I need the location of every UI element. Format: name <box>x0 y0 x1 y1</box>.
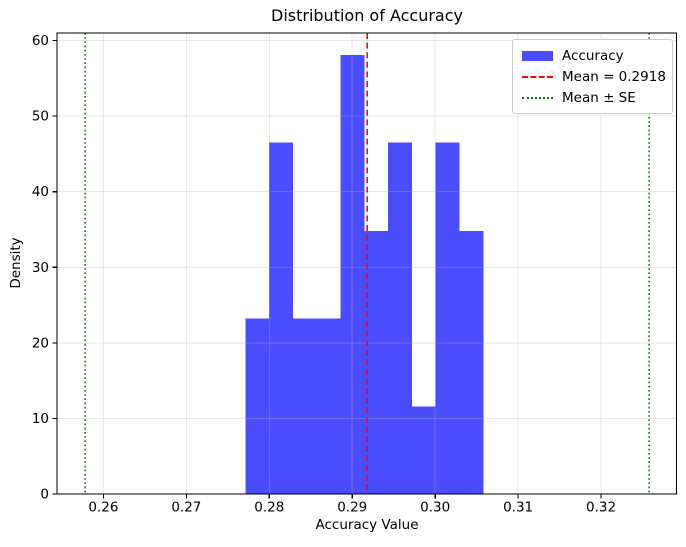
y-tick-label: 20 <box>32 335 49 351</box>
histogram-bar <box>364 231 389 494</box>
legend-item-se: Mean ± SE <box>522 89 663 106</box>
histogram-bar <box>340 54 365 495</box>
legend-box: Accuracy Mean = 0.2918 Mean ± SE <box>512 39 673 114</box>
histogram-bar <box>269 142 293 494</box>
chart-title: Distribution of Accuracy <box>271 6 463 25</box>
y-tick-label: 0 <box>40 487 49 503</box>
legend-label: Mean ± SE <box>562 89 636 106</box>
legend-label: Accuracy <box>562 47 624 64</box>
histogram-bar <box>411 406 436 494</box>
histogram-bar <box>435 142 460 494</box>
histogram-bar <box>245 318 270 494</box>
y-tick-label: 40 <box>32 184 49 200</box>
y-tick-label: 10 <box>32 411 49 427</box>
y-tick-label: 30 <box>32 260 49 276</box>
dashed-line-icon <box>522 75 553 78</box>
histogram-bar <box>292 318 317 494</box>
y-axis-label: Density <box>8 237 24 289</box>
legend-item-accuracy: Accuracy <box>522 47 663 64</box>
plot-border <box>56 32 678 495</box>
y-tick-label: 60 <box>32 33 49 49</box>
x-tick-label: 0.26 <box>88 500 118 516</box>
legend-item-mean: Mean = 0.2918 <box>522 68 666 85</box>
histogram-bar <box>316 318 341 494</box>
legend-label: Mean = 0.2918 <box>562 68 666 85</box>
accuracy-swatch-icon <box>522 50 553 61</box>
x-tick-label: 0.32 <box>586 500 616 516</box>
y-tick-label: 50 <box>32 109 49 125</box>
x-axis-label: Accuracy Value <box>315 517 419 533</box>
x-tick-label: 0.27 <box>171 500 201 516</box>
x-tick-label: 0.31 <box>503 500 533 516</box>
x-tick-label: 0.29 <box>337 500 367 516</box>
histogram-bar <box>459 231 484 494</box>
dotted-line-icon <box>522 96 553 99</box>
x-tick-label: 0.28 <box>254 500 284 516</box>
histogram-bar <box>388 142 412 494</box>
x-tick-label: 0.30 <box>420 500 450 516</box>
